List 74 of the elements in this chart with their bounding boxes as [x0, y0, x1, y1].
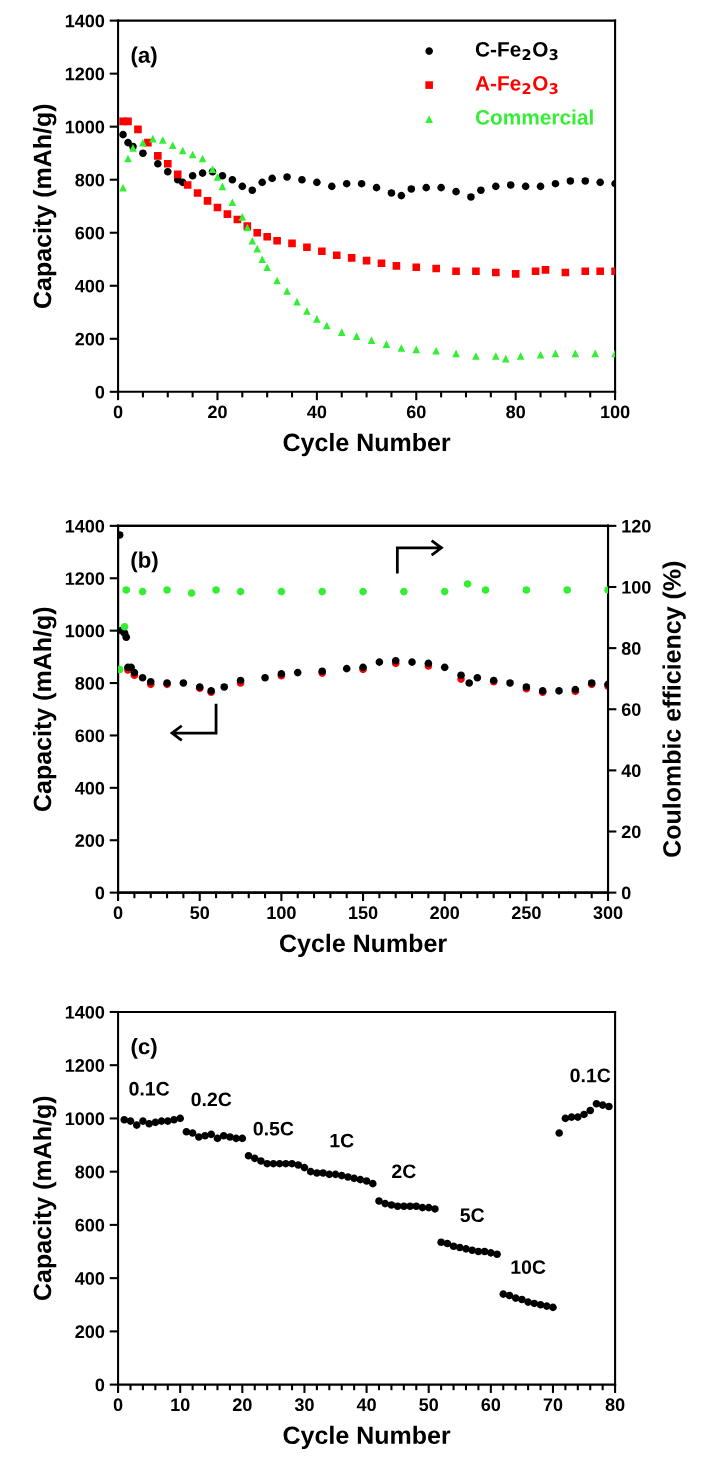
y-tick-label: 1400 — [65, 519, 105, 533]
x-tick-label: 50 — [190, 906, 210, 920]
legend-label: C-Fe$_{2}$O$_{3}$ — [475, 41, 558, 61]
x-tick-label: 60 — [481, 1398, 501, 1412]
annotation: 0.1C — [129, 1081, 170, 1096]
y2-tick-label: 120 — [622, 519, 651, 533]
y-tick-label: 0 — [95, 1378, 105, 1392]
y-tick-label: 800 — [75, 1165, 105, 1179]
x-tick-label: 60 — [406, 405, 426, 419]
y2-tick-label: 40 — [621, 764, 641, 778]
text: (a) — [131, 46, 157, 68]
y-tick-label: 400 — [75, 781, 105, 795]
y-axis-title: Capacity (mAh/g) — [32, 104, 57, 308]
x-tick-label: 0 — [113, 405, 123, 419]
x-tick-label: 20 — [232, 1398, 252, 1412]
annotation: 0.5C — [253, 1121, 294, 1136]
y-tick-label: 200 — [75, 834, 105, 847]
x-tick-label: 100 — [267, 906, 296, 920]
x-tick-label: 20 — [208, 405, 227, 419]
y-tick-label: 400 — [75, 1272, 105, 1285]
text: (b) — [131, 551, 158, 573]
y-tick-label: 200 — [75, 332, 105, 346]
x-tick-label: 80 — [605, 1398, 625, 1412]
y-tick-label: 600 — [75, 1218, 105, 1232]
text: (c) — [131, 1038, 157, 1059]
annotation: 10C — [511, 1260, 546, 1274]
x-tick-label: 30 — [294, 1398, 314, 1412]
y-tick-label: 800 — [75, 173, 105, 187]
x-axis-title: Cycle Number — [283, 1425, 451, 1450]
x-axis-title: Cycle Number — [280, 933, 447, 958]
y-tick-label: 600 — [75, 729, 105, 743]
y2-tick-label: 100 — [622, 580, 651, 594]
x-tick-label: 150 — [349, 906, 378, 920]
y-tick-label: 0 — [95, 886, 105, 900]
y-tick-label: 1200 — [65, 1059, 105, 1072]
legend-label: Commercial — [475, 109, 593, 125]
x-tick-label: 70 — [543, 1398, 563, 1412]
y2-tick-label: 0 — [621, 886, 631, 900]
y-tick-label: 1400 — [65, 14, 105, 28]
x-tick-label: 250 — [511, 906, 541, 920]
y2-tick-label: 60 — [621, 703, 641, 716]
y-tick-label: 600 — [75, 226, 105, 240]
y-tick-label: 1400 — [65, 1005, 105, 1019]
x-tick-label: 10 — [171, 1398, 190, 1412]
y-tick-label: 1000 — [65, 624, 105, 638]
y-tick-label: 800 — [75, 676, 105, 690]
x-tick-label: 80 — [506, 405, 525, 419]
x-tick-label: 0 — [113, 906, 123, 920]
y-tick-label: 1200 — [65, 572, 105, 585]
y-tick-label: 400 — [75, 279, 105, 293]
legend-label: A-Fe$_{2}$O$_{3}$ — [475, 75, 558, 95]
y-tick-label: 1000 — [65, 120, 105, 134]
y-axis-title: Capacity (mAh/g) — [32, 607, 57, 812]
y-tick-label: 1000 — [65, 1112, 105, 1126]
y-tick-label: 1200 — [65, 67, 105, 81]
x-tick-label: 100 — [601, 405, 630, 419]
x-tick-label: 200 — [430, 906, 460, 920]
y-axis-title: Capacity (mAh/g) — [32, 1096, 57, 1301]
annotation: 1C — [330, 1133, 354, 1148]
x-tick-label: 40 — [307, 405, 327, 419]
x-tick-label: 50 — [419, 1398, 439, 1412]
y-tick-label: 200 — [75, 1325, 105, 1339]
x-tick-label: 40 — [356, 1398, 376, 1412]
annotation: 2C — [392, 1164, 416, 1179]
annotation: 0.1C — [570, 1068, 611, 1083]
x-axis-title: Cycle Number — [283, 432, 451, 457]
annotation: 0.2C — [191, 1092, 232, 1107]
y2-tick-label: 80 — [621, 642, 641, 655]
x-tick-label: 300 — [593, 906, 623, 920]
annotation: 5C — [460, 1208, 485, 1223]
y-tick-label: 0 — [95, 385, 105, 399]
y2-tick-label: 20 — [621, 825, 641, 839]
x-tick-label: 0 — [113, 1398, 123, 1412]
y2-axis-title: Coulombic efficiency (%) — [662, 561, 686, 857]
